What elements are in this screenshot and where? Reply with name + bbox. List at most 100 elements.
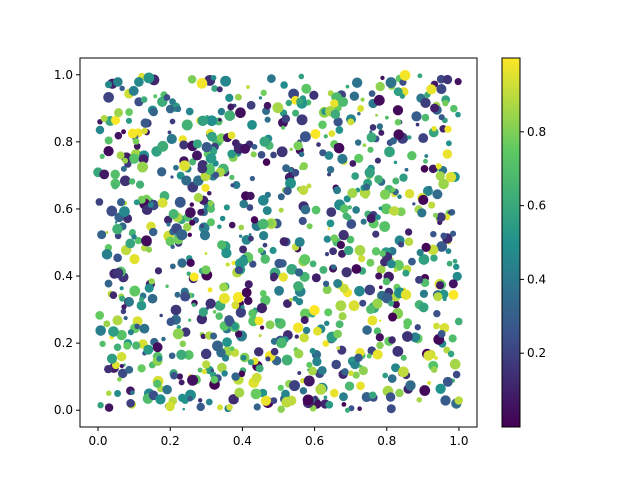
scatter-point xyxy=(336,240,345,250)
scatter-point xyxy=(433,322,440,330)
scatter-point xyxy=(234,330,243,338)
scatter-point xyxy=(330,99,339,108)
scatter-point xyxy=(339,392,348,402)
scatter-point xyxy=(358,366,368,376)
scatter-point xyxy=(237,256,249,267)
scatter-point xyxy=(277,193,285,201)
scatter-point xyxy=(336,346,341,350)
scatter-point xyxy=(421,242,431,253)
scatter-point xyxy=(127,329,134,336)
scatter-point xyxy=(437,330,446,338)
scatter-point xyxy=(148,278,155,285)
scatter-point xyxy=(298,185,309,195)
scatter-point xyxy=(280,81,288,89)
scatter-point xyxy=(147,293,158,304)
scatter-point xyxy=(132,341,141,350)
scatter-point xyxy=(103,146,114,157)
scatter-point xyxy=(335,126,344,134)
scatter-point xyxy=(427,185,432,191)
scatter-point xyxy=(452,370,461,379)
scatter-point xyxy=(174,291,181,298)
scatter-point xyxy=(212,171,220,179)
scatter-point xyxy=(163,215,173,225)
scatter-point xyxy=(333,279,343,288)
scatter-point xyxy=(416,397,422,403)
colorbar-tick-label: 0.6 xyxy=(527,199,546,213)
scatter-point xyxy=(258,334,262,338)
scatter-point xyxy=(169,118,176,125)
scatter-point xyxy=(176,349,187,360)
scatter-point xyxy=(354,353,363,363)
scatter-point xyxy=(181,175,192,186)
scatter-point xyxy=(351,264,362,274)
scatter-point xyxy=(274,318,281,324)
scatter-point xyxy=(246,100,256,110)
scatter-point xyxy=(161,336,166,342)
scatter-point xyxy=(123,316,128,321)
scatter-point xyxy=(255,364,264,373)
scatter-point xyxy=(329,388,339,398)
scatter-point xyxy=(326,219,335,228)
scatter-point xyxy=(339,283,349,293)
scatter-point xyxy=(375,81,385,92)
scatter-point xyxy=(294,268,304,277)
scatter-point xyxy=(189,219,196,226)
scatter-point xyxy=(276,146,288,158)
scatter-point xyxy=(189,272,199,282)
scatter-point xyxy=(218,118,222,122)
scatter-point xyxy=(319,149,327,157)
scatter-point xyxy=(123,341,132,350)
scatter-point xyxy=(184,350,194,360)
scatter-point xyxy=(157,140,169,152)
scatter-point xyxy=(235,107,246,119)
scatter-point xyxy=(309,347,316,354)
scatter-point xyxy=(366,304,376,315)
scatter-point xyxy=(176,373,184,380)
scatter-point xyxy=(120,165,127,172)
scatter-point xyxy=(99,153,105,159)
scatter-point xyxy=(322,280,330,287)
scatter-point xyxy=(247,120,257,130)
scatter-point xyxy=(386,259,396,269)
scatter-point xyxy=(281,396,293,408)
y-tick-label: 0.6 xyxy=(54,202,73,216)
scatter-point xyxy=(306,361,313,368)
scatter-point xyxy=(328,130,336,137)
scatter-point xyxy=(440,232,448,240)
scatter-point xyxy=(207,131,217,142)
scatter-point xyxy=(393,160,398,165)
scatter-point xyxy=(198,398,203,403)
scatter-point xyxy=(322,340,330,347)
scatter-point xyxy=(389,206,400,216)
scatter-point xyxy=(452,271,462,281)
scatter-point xyxy=(267,74,276,83)
scatter-point xyxy=(392,105,404,116)
x-tick-label: 0.2 xyxy=(161,434,180,448)
scatter-point xyxy=(306,183,312,189)
scatter-point xyxy=(221,370,228,377)
scatter-point xyxy=(387,374,397,383)
scatter-point xyxy=(122,157,129,164)
scatter-point xyxy=(436,241,448,252)
scatter-point xyxy=(141,235,152,247)
scatter-point xyxy=(231,372,240,381)
scatter-point xyxy=(281,389,290,399)
scatter-point xyxy=(349,91,360,101)
scatter-point xyxy=(116,351,127,362)
scatter-point xyxy=(360,97,365,102)
scatter-point xyxy=(352,371,360,379)
scatter-point xyxy=(265,320,275,330)
scatter-point xyxy=(454,78,462,86)
scatter-point xyxy=(217,107,226,116)
scatter-point xyxy=(119,85,125,92)
scatter-point xyxy=(125,238,136,249)
scatter-point xyxy=(455,111,461,118)
scatter-point xyxy=(228,221,236,229)
scatter-point xyxy=(392,259,404,271)
scatter-point xyxy=(117,368,128,379)
scatter-point xyxy=(434,356,438,360)
scatter-point xyxy=(119,206,130,217)
scatter-point xyxy=(125,108,133,116)
scatter-point xyxy=(106,205,118,217)
scatter-point xyxy=(420,164,429,173)
